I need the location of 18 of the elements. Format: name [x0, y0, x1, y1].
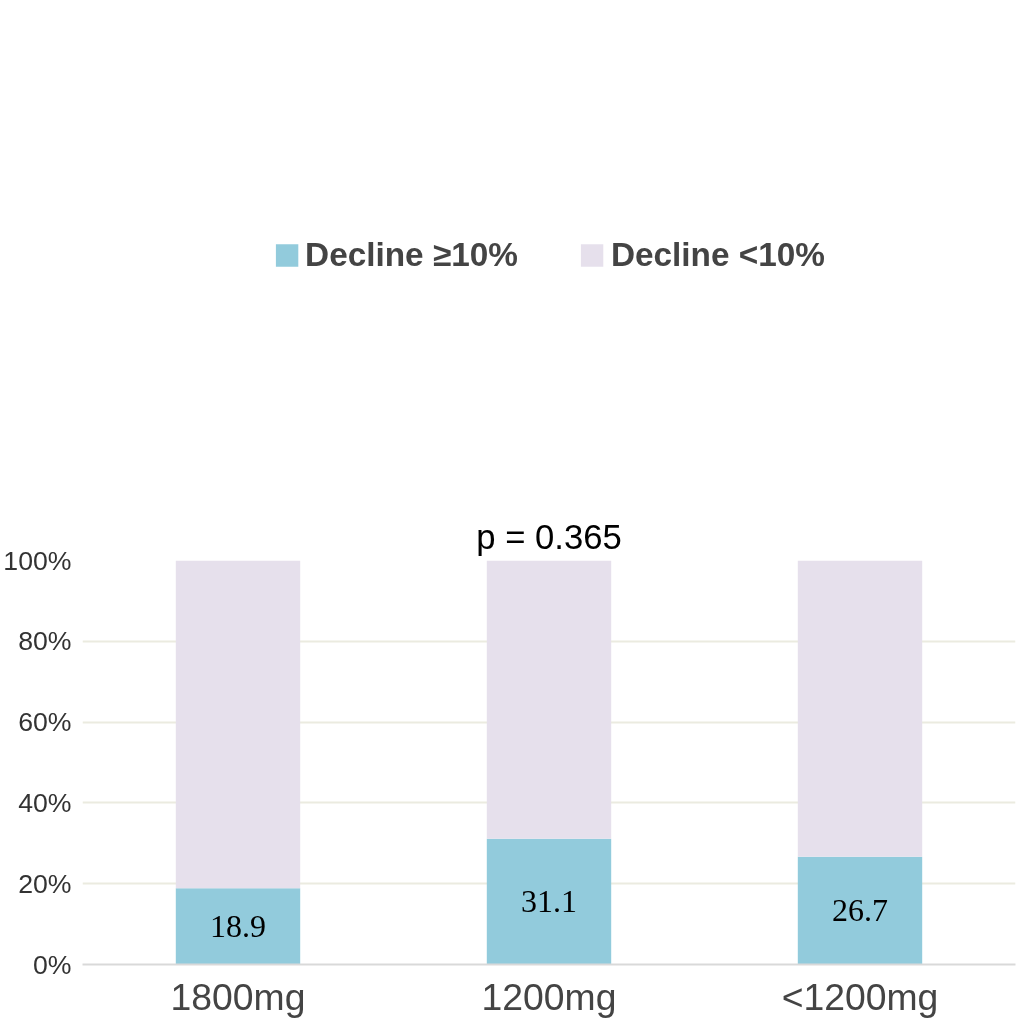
- y-tick-label: 100%: [3, 545, 72, 576]
- chart-title: p = 0.365: [476, 517, 622, 556]
- y-tick-label: 80%: [18, 626, 72, 657]
- x-tick-label: 1800mg: [170, 975, 306, 1018]
- legend-label: Decline <10%: [610, 235, 825, 274]
- bar: [797, 856, 923, 965]
- data-label: 31.1: [521, 883, 577, 920]
- y-tick-label: 20%: [18, 868, 72, 899]
- data-label: 18.9: [210, 907, 266, 944]
- y-tick-label: 0%: [32, 949, 72, 980]
- bar: [486, 838, 612, 965]
- y-tick-label: 60%: [18, 707, 72, 738]
- y-tick-label: 40%: [18, 787, 72, 818]
- x-tick-label: 1200mg: [481, 975, 617, 1018]
- legend-label: Decline ≥10%: [305, 235, 518, 274]
- x-tick-label: <1200mg: [781, 975, 939, 1018]
- bar: [175, 888, 301, 965]
- data-label: 26.7: [832, 892, 888, 929]
